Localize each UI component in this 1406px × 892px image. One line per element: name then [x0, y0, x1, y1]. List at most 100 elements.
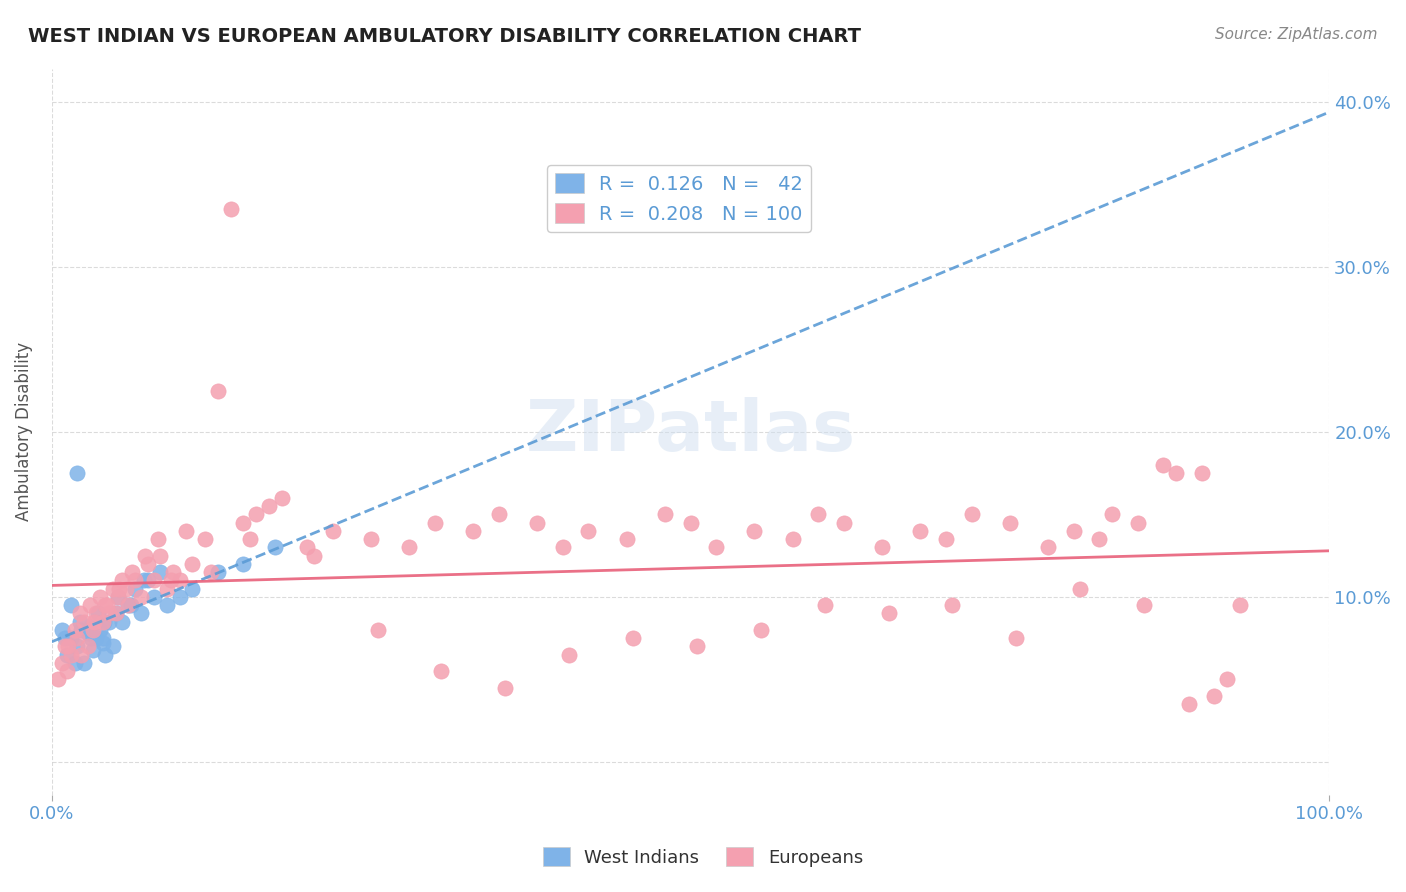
- Point: [1101, 508, 1123, 522]
- Point: [1152, 458, 1174, 472]
- Point: [174, 524, 197, 538]
- Point: [83, 615, 105, 629]
- Point: [108, 582, 131, 596]
- Point: [79, 623, 101, 637]
- Point: [239, 532, 262, 546]
- Point: [124, 574, 146, 588]
- Point: [146, 532, 169, 546]
- Point: [1164, 466, 1187, 480]
- Point: [526, 516, 548, 530]
- Point: [398, 541, 420, 555]
- Point: [111, 615, 134, 629]
- Point: [58, 640, 80, 654]
- Point: [115, 582, 138, 596]
- Point: [63, 623, 86, 637]
- Point: [621, 631, 644, 645]
- Point: [1177, 698, 1199, 712]
- Point: [111, 574, 134, 588]
- Point: [558, 648, 581, 662]
- Point: [134, 549, 156, 563]
- Point: [1191, 466, 1213, 480]
- Point: [76, 626, 98, 640]
- Point: [232, 557, 254, 571]
- Point: [59, 648, 82, 662]
- Point: [1133, 598, 1156, 612]
- Point: [960, 508, 983, 522]
- Point: [1126, 516, 1149, 530]
- Point: [360, 532, 382, 546]
- Point: [941, 598, 963, 612]
- Point: [117, 598, 139, 612]
- Point: [136, 557, 159, 571]
- Point: [79, 598, 101, 612]
- Point: [121, 565, 143, 579]
- Point: [807, 508, 830, 522]
- Point: [101, 582, 124, 596]
- Point: [70, 648, 93, 662]
- Point: [1229, 598, 1251, 612]
- Point: [156, 582, 179, 596]
- Point: [66, 640, 89, 654]
- Point: [814, 598, 837, 612]
- Legend: R =  0.126   N =   42, R =  0.208   N = 100: R = 0.126 N = 42, R = 0.208 N = 100: [547, 165, 811, 232]
- Point: [69, 615, 91, 629]
- Point: [430, 664, 453, 678]
- Text: WEST INDIAN VS EUROPEAN AMBULATORY DISABILITY CORRELATION CHART: WEST INDIAN VS EUROPEAN AMBULATORY DISAB…: [28, 27, 860, 45]
- Point: [169, 574, 191, 588]
- Point: [870, 541, 893, 555]
- Point: [56, 648, 79, 662]
- Point: [63, 656, 86, 670]
- Point: [73, 656, 96, 670]
- Text: Source: ZipAtlas.com: Source: ZipAtlas.com: [1215, 27, 1378, 42]
- Point: [129, 607, 152, 621]
- Point: [257, 499, 280, 513]
- Point: [91, 636, 114, 650]
- Point: [98, 615, 121, 629]
- Point: [98, 607, 121, 621]
- Point: [53, 631, 76, 645]
- Point: [998, 516, 1021, 530]
- Point: [159, 574, 181, 588]
- Point: [749, 623, 772, 637]
- Point: [169, 590, 191, 604]
- Point: [488, 508, 510, 522]
- Point: [207, 565, 229, 579]
- Point: [124, 582, 146, 596]
- Point: [463, 524, 485, 538]
- Point: [87, 607, 110, 621]
- Point: [910, 524, 932, 538]
- Point: [136, 574, 159, 588]
- Point: [877, 607, 900, 621]
- Y-axis label: Ambulatory Disability: Ambulatory Disability: [15, 343, 32, 521]
- Point: [70, 623, 93, 637]
- Point: [551, 541, 574, 555]
- Point: [654, 508, 676, 522]
- Text: ZIPatlas: ZIPatlas: [526, 397, 856, 467]
- Point: [117, 598, 139, 612]
- Point: [89, 590, 111, 604]
- Point: [297, 541, 319, 555]
- Point: [66, 466, 89, 480]
- Point: [46, 673, 69, 687]
- Point: [162, 565, 184, 579]
- Point: [1204, 689, 1226, 703]
- Point: [679, 516, 702, 530]
- Point: [423, 516, 446, 530]
- Point: [149, 565, 172, 579]
- Point: [101, 640, 124, 654]
- Point: [494, 681, 516, 695]
- Point: [200, 565, 222, 579]
- Point: [219, 202, 242, 216]
- Point: [156, 598, 179, 612]
- Point: [94, 648, 117, 662]
- Point: [91, 615, 114, 629]
- Point: [82, 642, 104, 657]
- Point: [576, 524, 599, 538]
- Point: [245, 508, 267, 522]
- Point: [1088, 532, 1111, 546]
- Point: [935, 532, 957, 546]
- Point: [66, 631, 89, 645]
- Point: [56, 664, 79, 678]
- Point: [107, 590, 129, 604]
- Point: [322, 524, 344, 538]
